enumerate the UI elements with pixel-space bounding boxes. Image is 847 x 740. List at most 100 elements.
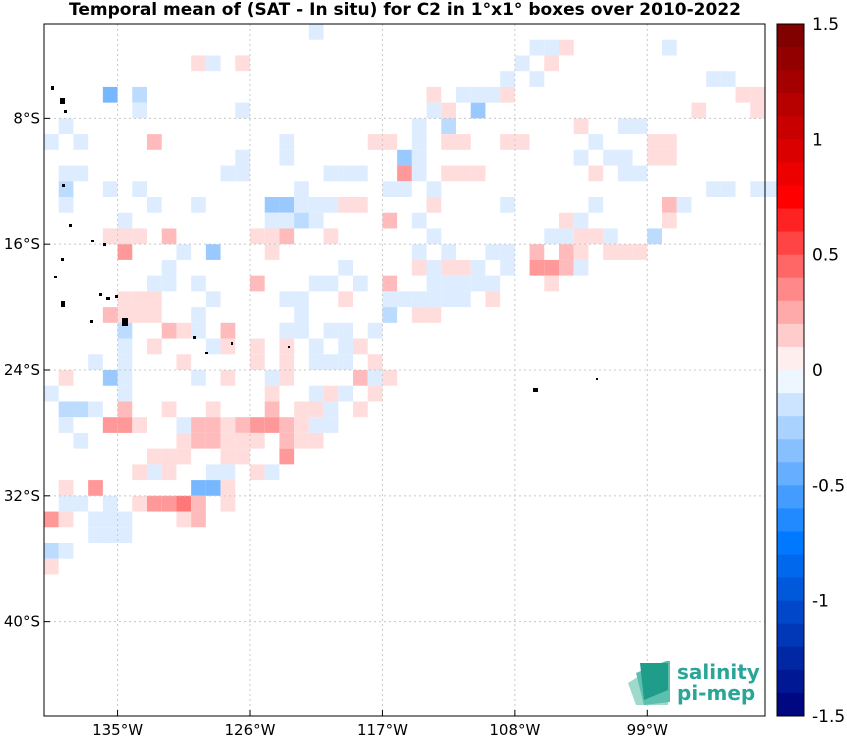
heatmap-cell xyxy=(603,244,618,260)
heatmap-cell xyxy=(662,197,677,213)
grid-lines xyxy=(44,24,765,716)
heatmap-cell xyxy=(662,134,677,150)
heatmap-cell xyxy=(308,385,324,402)
heatmap-cell xyxy=(294,322,309,339)
heatmap-cell xyxy=(617,149,633,166)
heatmap-cell xyxy=(88,527,103,543)
heatmap-cell xyxy=(308,24,324,40)
heatmap-cell xyxy=(765,181,780,197)
y-tick-label: 32°S xyxy=(4,487,40,505)
heatmap-cell xyxy=(205,55,221,72)
heatmap-cell xyxy=(456,165,471,182)
heatmap-cell xyxy=(117,354,133,370)
heatmap-cell xyxy=(117,417,133,433)
heatmap-cell xyxy=(573,118,589,135)
colorbar-tick-label: 1 xyxy=(812,130,823,150)
heatmap-cell xyxy=(632,165,648,182)
heatmap-cell xyxy=(411,165,427,182)
heatmap-cell xyxy=(205,338,221,355)
heatmap-cell xyxy=(279,212,295,229)
colorbar-segment xyxy=(777,600,804,625)
heatmap-cell xyxy=(441,291,456,308)
heatmap-cell xyxy=(323,417,339,433)
heatmap-cell xyxy=(397,181,412,197)
heatmap-cell xyxy=(338,291,353,308)
heatmap-cell xyxy=(73,165,89,182)
heatmap-cell xyxy=(382,370,398,386)
colorbar-tick-label: 1.5 xyxy=(812,15,839,35)
colorbar: 1.5 1 0.5 0 -0.5 -1 -1.5 xyxy=(776,15,845,727)
heatmap-cell xyxy=(279,228,295,245)
heatmap-cell xyxy=(456,259,471,276)
heatmap-cell xyxy=(559,39,574,56)
heatmap-cell xyxy=(235,432,250,449)
heatmap-cell xyxy=(544,259,559,276)
heatmap-cell xyxy=(632,244,648,260)
heatmap-cell xyxy=(88,354,103,370)
heatmap-cell xyxy=(294,181,309,197)
heatmap-cell xyxy=(264,370,280,386)
heatmap-cell xyxy=(279,134,295,150)
heatmap-cell xyxy=(382,307,398,323)
heatmap-cell xyxy=(573,259,589,276)
heatmap-cell xyxy=(411,259,427,276)
heatmap-cell xyxy=(294,417,309,433)
heatmap-cell xyxy=(338,385,353,402)
heatmap-cell xyxy=(485,275,501,292)
heatmap-cell xyxy=(279,432,295,449)
heatmap-cell xyxy=(500,134,515,150)
heatmap-cell xyxy=(58,118,74,135)
heatmap-cell xyxy=(544,228,559,245)
heatmap-cell xyxy=(132,86,147,103)
heatmap-cell xyxy=(353,275,368,292)
heatmap-cell xyxy=(176,354,192,370)
heatmap-cell xyxy=(323,322,339,339)
colorbar-segment xyxy=(777,531,804,556)
heatmap-cell xyxy=(647,228,662,245)
heatmap-cell xyxy=(323,385,339,402)
heatmap-cell xyxy=(147,464,162,481)
heatmap-cell xyxy=(529,244,545,260)
heatmap-cell xyxy=(676,197,692,213)
heatmap-cell xyxy=(441,259,456,276)
colorbar-segment xyxy=(777,116,804,140)
heatmap-cell xyxy=(191,370,206,386)
heatmap-cell xyxy=(191,495,206,512)
heatmap-cell xyxy=(176,448,192,465)
heatmap-cell xyxy=(279,417,295,433)
heatmap-cell xyxy=(220,480,236,496)
heatmap-cell xyxy=(58,495,74,512)
heatmap-cell xyxy=(220,448,236,465)
heatmap-cell xyxy=(426,197,442,213)
heatmap-cell xyxy=(750,181,765,197)
heatmap-cell xyxy=(735,86,751,103)
heatmap-cell xyxy=(161,448,177,465)
heatmap-cell xyxy=(353,197,368,213)
heatmap-cell xyxy=(176,495,192,512)
colorbar-segment xyxy=(777,254,804,279)
heatmap-cell xyxy=(58,511,74,528)
heatmap-cell xyxy=(147,307,162,323)
heatmap-cell xyxy=(382,212,398,229)
heatmap-cell xyxy=(58,480,74,496)
heatmap-cell xyxy=(250,354,265,370)
heatmap-cell xyxy=(367,354,383,370)
heatmap-cell xyxy=(294,291,309,308)
heatmap-cell xyxy=(338,354,353,370)
colorbar-segment xyxy=(777,231,804,256)
heatmap-cell xyxy=(117,370,133,386)
heatmap-cell xyxy=(603,228,618,245)
heatmap-cell xyxy=(308,354,324,370)
y-tick-label: 40°S xyxy=(4,613,40,631)
heatmap-cell xyxy=(44,385,59,402)
heatmap-cell xyxy=(176,417,192,433)
heatmap-cell xyxy=(720,181,736,197)
heatmap-cell xyxy=(220,370,236,386)
heatmap-cell xyxy=(191,197,206,213)
heatmap-cell xyxy=(191,275,206,292)
heatmap-cell xyxy=(235,149,250,166)
heatmap-cell xyxy=(750,102,765,119)
heatmap-cell xyxy=(205,417,221,433)
heatmap-cell xyxy=(485,86,501,103)
heatmap-cell xyxy=(250,275,265,292)
